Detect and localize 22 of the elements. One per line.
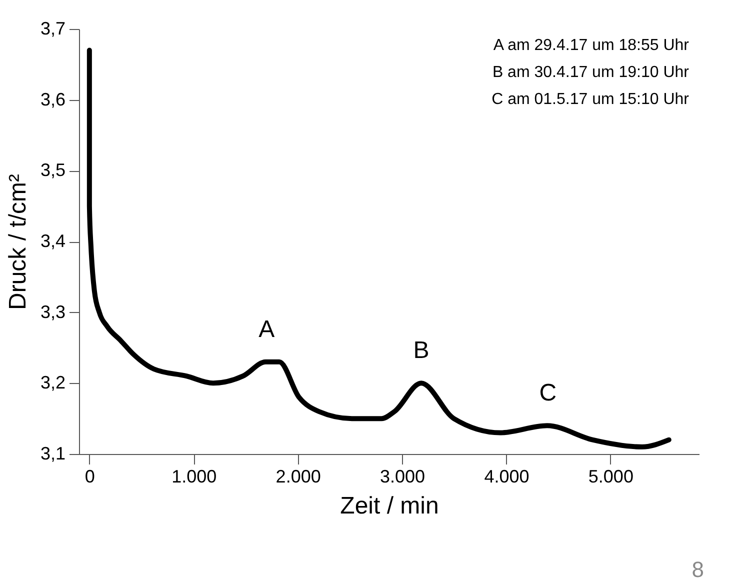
y-tick-label: 3,7 xyxy=(40,18,66,38)
annotation: A am 29.4.17 um 18:55 Uhr xyxy=(493,37,690,54)
x-tick-label: 3.000 xyxy=(380,466,426,486)
y-tick-label: 3,3 xyxy=(40,302,66,322)
y-tick-label: 3,1 xyxy=(40,444,66,464)
text: 8 xyxy=(692,557,704,582)
y-axis-title: Druck / t/cm² xyxy=(4,174,32,310)
x-tick-label: 1.000 xyxy=(172,466,217,486)
y-tick-label: 3,4 xyxy=(40,231,66,251)
x-tick-label: 0 xyxy=(84,466,95,486)
annotation: A xyxy=(258,316,275,343)
x-tick-label: 5.000 xyxy=(588,466,634,486)
annotation: B am 30.4.17 um 19:10 Uhr xyxy=(492,64,690,81)
y-tick-label: 3,6 xyxy=(40,89,66,110)
x-axis-title: Zeit / min xyxy=(340,492,439,520)
y-tick-label: 3,2 xyxy=(40,372,66,393)
annotation: C am 01.5.17 um 15:10 Uhr xyxy=(492,91,690,108)
x-tick-label: 4.000 xyxy=(484,466,530,486)
annotation: C xyxy=(539,380,557,407)
y-tick-label: 3,5 xyxy=(40,160,66,180)
x-tick-label: 2.000 xyxy=(276,466,321,486)
annotation: B xyxy=(413,337,430,364)
